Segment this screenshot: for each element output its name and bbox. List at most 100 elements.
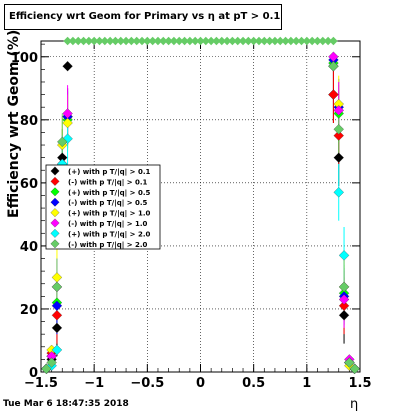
legend-label: (+) with p T/|q| > 0.1 xyxy=(68,168,151,177)
data-point xyxy=(338,250,350,261)
legend-marker xyxy=(50,239,60,249)
legend-marker xyxy=(50,228,60,238)
data-point xyxy=(338,300,350,311)
data-point xyxy=(62,61,73,72)
flat-row-marker xyxy=(100,36,110,46)
flat-row-marker xyxy=(323,36,333,46)
legend-marker xyxy=(50,176,60,186)
flat-row-marker xyxy=(212,36,221,46)
flat-row-marker xyxy=(244,36,253,46)
flat-row-marker xyxy=(79,36,88,46)
data-point xyxy=(328,89,339,100)
data-point xyxy=(333,152,344,163)
data-point xyxy=(349,363,360,375)
flat-row-marker xyxy=(281,36,290,46)
data-point xyxy=(51,281,63,293)
flat-row-marker xyxy=(249,36,258,46)
flat-row-marker xyxy=(148,36,157,46)
legend-marker xyxy=(50,187,60,197)
legend-label: (-) with p T/|q| > 0.5 xyxy=(68,199,148,208)
data-point xyxy=(333,105,344,116)
legend-label: (-) with p T/|q| > 1.0 xyxy=(68,220,148,229)
y-tick-label: 40 xyxy=(20,240,38,255)
legend-marker xyxy=(50,218,60,228)
data-point xyxy=(51,300,63,311)
x-tick-label: 1 xyxy=(302,376,311,391)
flat-row-marker xyxy=(121,36,131,46)
flat-row-marker xyxy=(127,36,136,46)
flat-row-marker xyxy=(95,36,104,46)
data-point xyxy=(51,344,63,356)
flat-row-marker xyxy=(185,36,195,46)
x-tick-label: 0 xyxy=(196,376,205,391)
data-point xyxy=(338,281,350,293)
legend-marker xyxy=(50,166,60,176)
flat-row-marker xyxy=(143,36,152,46)
x-tick-label: −1.5 xyxy=(24,376,58,391)
flat-row-marker xyxy=(169,36,179,46)
flat-row-marker xyxy=(233,36,242,46)
data-point xyxy=(51,322,63,334)
flat-row-marker xyxy=(238,36,248,46)
legend-marker xyxy=(50,208,60,218)
flat-row-marker xyxy=(174,36,184,46)
x-axis-label: η xyxy=(350,397,359,412)
flat-row-marker xyxy=(217,36,227,46)
flat-row-marker xyxy=(201,36,211,46)
datestamp: Tue Mar 6 18:47:35 2018 xyxy=(3,399,129,409)
data-point xyxy=(41,363,52,375)
flat-row-marker xyxy=(180,36,189,46)
flat-row-marker xyxy=(297,36,306,46)
data-point xyxy=(57,136,68,148)
flat-row-marker xyxy=(132,36,141,46)
legend-label: (+) with p T/|q| > 2.0 xyxy=(68,230,151,239)
flat-row-marker xyxy=(260,36,269,46)
legend-label: (-) with p T/|q| > 2.0 xyxy=(68,241,148,250)
data-point xyxy=(46,351,57,362)
flat-row-marker xyxy=(265,36,274,46)
flat-row-marker xyxy=(302,36,312,46)
flat-row-marker xyxy=(84,36,94,46)
data-point xyxy=(62,117,73,129)
flat-row-marker xyxy=(111,36,120,46)
flat-row-marker xyxy=(222,36,232,46)
flat-row-marker xyxy=(89,36,99,46)
flat-row-marker xyxy=(228,36,237,46)
flat-row-marker xyxy=(254,36,264,46)
flat-row-marker xyxy=(206,36,216,46)
legend-label: (-) with p T/|q| > 0.1 xyxy=(68,178,148,187)
flat-row-marker xyxy=(329,36,338,46)
data-point xyxy=(51,310,63,321)
flat-row-marker xyxy=(313,36,322,46)
flat-row-marker xyxy=(159,36,168,46)
legend-label: (+) with p T/|q| > 0.5 xyxy=(68,189,151,198)
legend-label: (+) with p T/|q| > 1.0 xyxy=(68,210,151,219)
y-tick-label: 80 xyxy=(20,114,38,129)
flat-row-marker xyxy=(153,36,163,46)
data-point xyxy=(51,272,63,283)
data-point xyxy=(333,124,344,135)
y-tick-label: 0 xyxy=(29,366,38,381)
flat-row-marker xyxy=(137,36,147,46)
data-point xyxy=(46,357,57,368)
data-point xyxy=(333,187,344,198)
y-tick-label: 20 xyxy=(20,303,38,318)
flat-row-marker xyxy=(190,36,200,46)
flat-row-marker xyxy=(164,36,173,46)
data-point xyxy=(338,294,350,305)
chart-title: Efficiency wrt Geom for Primary vs η at … xyxy=(4,4,282,30)
legend-box xyxy=(45,164,161,250)
flat-row-marker xyxy=(116,36,125,46)
flat-row-marker xyxy=(307,36,317,46)
flat-row-marker xyxy=(196,36,205,46)
data-point xyxy=(57,152,68,163)
flat-row-marker xyxy=(73,36,83,46)
flat-row-marker xyxy=(68,36,78,46)
y-tick-label: 60 xyxy=(20,177,38,192)
flat-row-marker xyxy=(291,36,301,46)
legend-marker xyxy=(50,197,60,207)
flat-row-marker xyxy=(105,36,115,46)
data-point xyxy=(328,51,339,62)
y-tick-label: 100 xyxy=(11,51,38,66)
